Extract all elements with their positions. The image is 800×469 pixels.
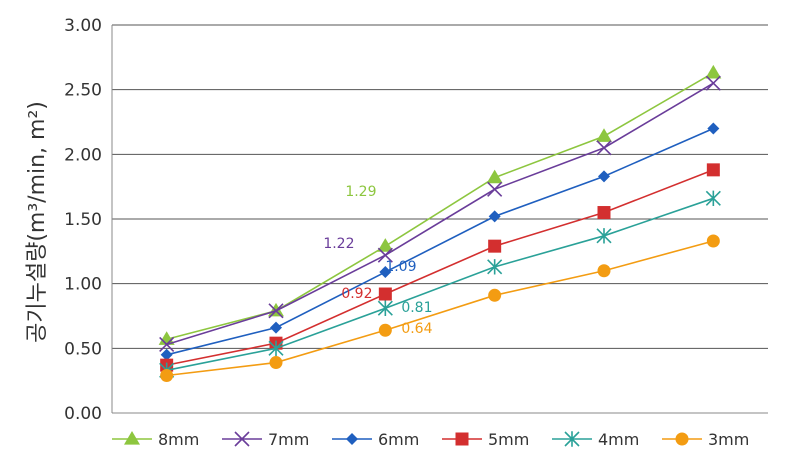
data-point [160,348,173,361]
y-tick-label: 0.00 [64,404,102,424]
data-point [705,190,721,207]
data-point [488,239,502,253]
legend-item: 8mm [112,430,199,449]
y-tick-label: 3.00 [64,16,102,36]
data-label: 1.22 [323,236,354,252]
data-label: 1.29 [345,184,376,200]
data-point [268,303,284,319]
data-label: 1.09 [385,259,416,275]
data-point [487,181,503,197]
data-point [597,206,611,220]
grid-lines [112,24,768,414]
y-tick-label: 2.00 [64,145,102,165]
y-tick-label: 2.50 [64,81,102,101]
series-line [166,197,714,372]
legend-marker [234,431,250,447]
legend-item: 3mm [662,430,749,449]
data-point [378,323,392,337]
legend: 8mm 7mm 6mm 5mm 4mm 3mm [112,430,749,449]
data-point [596,228,612,244]
legend-marker [455,432,469,446]
y-axis: 0.00 0.50 1.00 1.50 2.00 2.50 3.00 [64,16,113,424]
series-5mm [160,163,720,372]
series-line [166,169,714,366]
series-line [166,127,714,356]
data-point [486,169,503,184]
series-4mm [159,190,721,379]
series-line [166,240,714,377]
data-point [377,247,393,263]
legend-marker [124,431,140,445]
series-6mm [160,122,720,361]
data-point [160,368,174,382]
series-group [158,64,722,382]
legend-item: 7mm [222,430,309,449]
series-line [166,82,714,346]
data-labels: 1.29 1.22 1.09 0.92 0.81 0.64 [323,184,432,337]
data-point [705,64,722,79]
data-point [269,356,283,370]
data-point [596,128,612,142]
data-point [377,238,394,252]
data-point [268,302,284,317]
data-point [268,340,284,357]
legend-label: 6mm [378,430,419,449]
data-label: 0.92 [341,286,372,302]
y-tick-label: 1.00 [64,275,102,295]
data-point [706,234,720,248]
series-8mm [158,64,722,345]
data-label: 0.64 [401,321,432,337]
legend-label: 3mm [708,430,749,449]
legend-label: 7mm [268,430,309,449]
legend-marker [675,432,689,446]
data-point [488,210,501,223]
data-point [705,75,721,91]
legend-label: 8mm [158,430,199,449]
legend-label: 4mm [598,430,639,449]
data-point [597,264,611,278]
y-axis-label: 공기누설량(m³/min, m²) [25,101,50,343]
data-point [377,300,393,316]
data-point [707,122,720,135]
legend-marker [346,433,358,445]
data-point [488,288,502,302]
data-point [270,321,282,334]
y-tick-label: 0.50 [64,339,102,359]
series-line [166,72,714,341]
legend-item: 6mm [332,430,419,449]
data-point [159,336,175,353]
legend-marker [564,431,580,447]
legend-label: 5mm [488,430,529,449]
series-7mm [159,75,721,353]
data-label: 0.81 [401,300,432,316]
data-point [378,287,392,301]
y-tick-label: 1.50 [64,210,102,230]
legend-item: 4mm [552,430,639,449]
series-3mm [160,234,720,382]
legend-item: 5mm [442,430,529,449]
data-point [596,140,612,156]
data-point [379,266,392,279]
data-point [706,163,720,177]
data-point [598,170,610,183]
data-point [487,259,503,275]
